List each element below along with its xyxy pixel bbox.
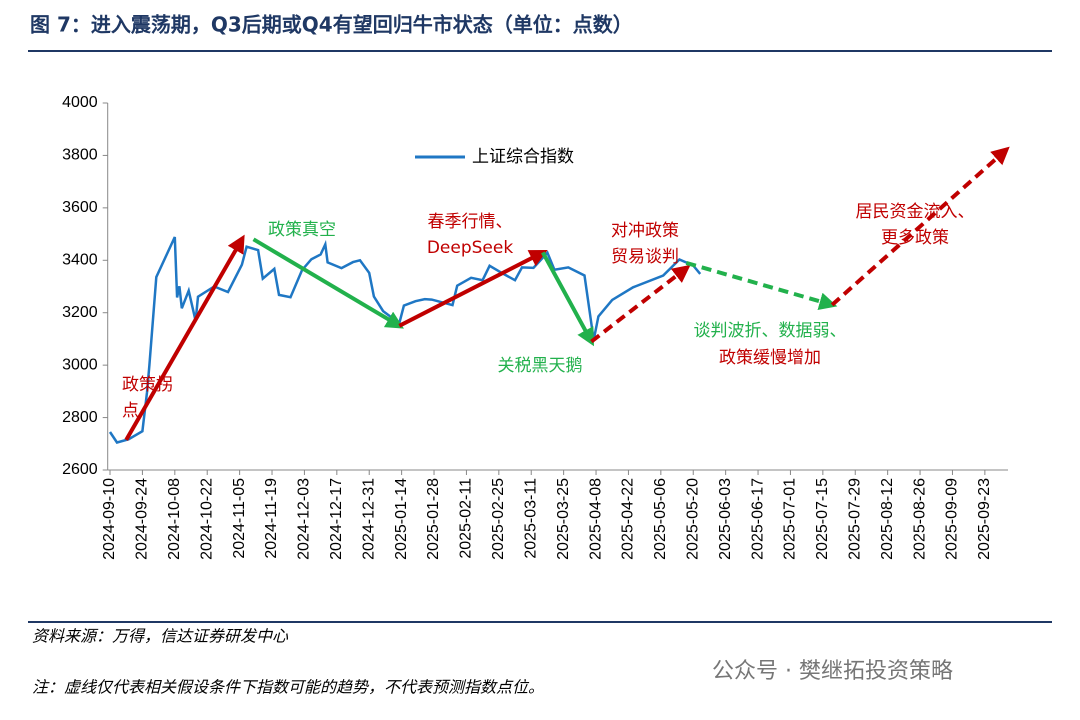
x-tick-label: 2024-11-19 <box>263 478 280 559</box>
legend-label: 上证综合指数 <box>472 147 574 167</box>
trend-arrow <box>830 146 1010 307</box>
x-tick-label: 2025-04-22 <box>620 478 637 560</box>
annotation: 政策缓慢增加 <box>719 347 821 368</box>
x-tick-label: 2025-01-14 <box>393 478 410 560</box>
y-tick-label: 3400 <box>62 252 98 269</box>
x-tick-label: 2025-02-11 <box>458 478 475 559</box>
x-tick-label: 2025-04-08 <box>587 478 604 560</box>
x-tick-label: 2024-11-05 <box>231 478 248 559</box>
x-tick-label: 2024-09-24 <box>134 478 151 560</box>
annotation: 对冲政策 <box>611 221 679 241</box>
x-tick-label: 2025-05-20 <box>684 478 701 560</box>
x-tick-label: 2025-08-26 <box>911 478 928 560</box>
x-tick-label: 2025-08-12 <box>879 478 896 560</box>
annotation: 谈判波折、数据弱、 <box>694 321 847 341</box>
x-tick-label: 2025-06-03 <box>717 478 734 560</box>
trend-arrow <box>590 264 691 344</box>
figure-title: 图 7：进入震荡期，Q3后期或Q4有望回归牛市状态（单位：点数） <box>30 13 633 37</box>
y-tick-label: 2600 <box>62 461 98 478</box>
annotation: 居民资金流入、 <box>856 202 975 222</box>
annotation: 贸易谈判 <box>611 247 679 267</box>
y-tick-label: 3200 <box>62 304 98 321</box>
annotation: 更多政策 <box>881 228 949 248</box>
x-tick-label: 2025-03-25 <box>555 478 572 560</box>
x-tick-label: 2025-07-29 <box>846 478 863 560</box>
x-tick-label: 2025-09-23 <box>976 478 993 560</box>
annotation: 政策真空 <box>268 220 336 240</box>
series-line <box>108 236 702 444</box>
x-tick-label: 2025-05-06 <box>652 478 669 560</box>
trend-arrow <box>541 251 594 347</box>
x-tick-label: 2024-12-17 <box>328 478 345 560</box>
x-tick-label: 2024-09-10 <box>101 478 118 560</box>
x-tick-label: 2025-09-09 <box>944 478 961 560</box>
x-tick-label: 2025-02-25 <box>490 478 507 560</box>
footnote: 注：虚线仅代表相关假设条件下指数可能的趋势，不代表预测指数点位。 <box>32 678 544 697</box>
trend-arrow <box>124 234 245 441</box>
watermark: 公众号 · 樊继拓投资策略 <box>712 659 953 684</box>
y-tick-label: 3000 <box>62 356 98 373</box>
annotation: 点 <box>122 401 139 421</box>
y-tick-label: 4000 <box>62 94 98 111</box>
x-tick-label: 2025-07-15 <box>814 478 831 560</box>
y-tick-label: 3800 <box>62 147 98 164</box>
x-tick-label: 2025-01-28 <box>425 478 442 560</box>
x-tick-label: 2024-12-03 <box>296 478 313 560</box>
x-tick-label: 2024-10-08 <box>166 478 183 560</box>
y-tick-label: 2800 <box>62 409 98 426</box>
source-note: 资料来源：万得，信达证券研发中心 <box>32 627 289 646</box>
trend-arrow <box>685 260 838 311</box>
y-tick-label: 3600 <box>62 199 98 216</box>
x-tick-label: 2025-06-17 <box>749 478 766 560</box>
annotation: DeepSeek <box>427 238 514 258</box>
annotation: 春季行情、 <box>428 212 513 232</box>
trend-arrow <box>398 249 548 328</box>
trend-arrow <box>252 237 404 329</box>
x-tick-label: 2024-12-31 <box>360 478 377 560</box>
x-tick-label: 2025-03-11 <box>522 478 539 559</box>
x-tick-label: 2024-10-22 <box>198 478 215 560</box>
x-tick-label: 2025-07-01 <box>782 478 799 560</box>
annotation: 政策拐 <box>122 375 173 395</box>
annotation: 关税黑天鹅 <box>498 356 583 376</box>
